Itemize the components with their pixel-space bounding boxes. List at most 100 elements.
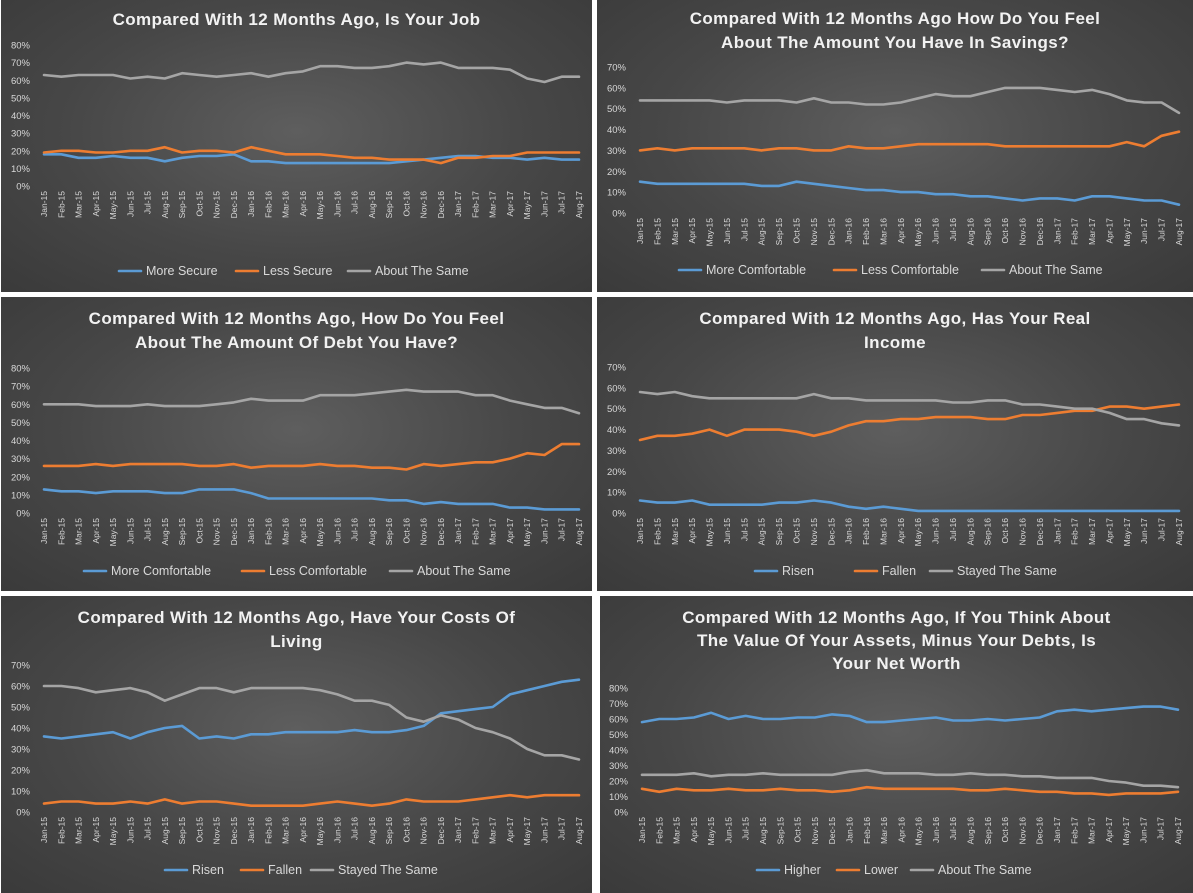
x-tick-label: Oct-16 xyxy=(1000,817,1010,843)
x-tick-label: Feb-16 xyxy=(263,191,273,218)
x-tick-label: Jul-16 xyxy=(948,817,958,840)
series-line-higher xyxy=(640,705,1180,724)
y-tick-label: 50% xyxy=(11,93,31,104)
x-tick-label: Aug-17 xyxy=(574,817,584,845)
y-tick-label: 30% xyxy=(11,745,31,756)
x-tick-label: Aug-16 xyxy=(367,518,377,546)
x-tick-label: Sep-15 xyxy=(774,518,784,546)
x-tick-label: Dec-15 xyxy=(826,218,836,246)
chart-title: Compared With 12 Months Ago, Has Your Re… xyxy=(699,309,1090,328)
y-tick-label: 60% xyxy=(11,682,31,693)
x-tick-label: Nov-15 xyxy=(810,817,820,845)
x-tick-label: Jul-16 xyxy=(350,817,360,840)
x-tick-label: Feb-16 xyxy=(862,817,872,844)
x-tick-label: Mar-17 xyxy=(488,191,498,218)
legend-label: More Comfortable xyxy=(706,263,806,277)
x-tick-label: May-16 xyxy=(315,191,325,220)
chart-title: About The Amount You Have In Savings? xyxy=(721,33,1069,52)
x-tick-label: Jul-17 xyxy=(1157,518,1167,541)
x-tick-label: Apr-16 xyxy=(896,218,906,244)
x-tick-label: Dec-15 xyxy=(229,817,239,845)
x-tick-label: Feb-17 xyxy=(1069,817,1079,844)
x-tick-label: Jan-16 xyxy=(246,518,256,544)
x-tick-label: Sep-16 xyxy=(983,817,993,845)
x-tick-label: Aug-16 xyxy=(965,218,975,246)
x-tick-label: Jun-16 xyxy=(931,817,941,843)
series-line-more-comfortable xyxy=(638,180,1181,206)
x-tick-label: Apr-17 xyxy=(505,817,515,843)
x-tick-label: Nov-15 xyxy=(809,218,819,246)
x-tick-label: Nov-15 xyxy=(212,191,222,219)
y-tick-label: 10% xyxy=(11,787,31,798)
chart-title: Compared With 12 Months Ago, Have Your C… xyxy=(78,608,516,627)
x-tick-label: Jul-15 xyxy=(739,218,749,241)
x-tick-label: Jun-16 xyxy=(931,218,941,244)
chart-svg: Compared With 12 Months Ago, How Do You … xyxy=(11,309,584,578)
y-tick-label: 70% xyxy=(11,382,31,393)
y-tick-label: 20% xyxy=(11,766,31,777)
x-tick-label: Jun-17 xyxy=(539,191,549,217)
legend-label: About The Same xyxy=(417,564,511,578)
y-tick-label: 10% xyxy=(11,164,31,175)
x-tick-label: Jan-17 xyxy=(1052,817,1062,843)
y-tick-label: 70% xyxy=(11,661,31,672)
y-tick-label: 60% xyxy=(607,383,627,394)
x-tick-label: Feb-16 xyxy=(861,518,871,545)
x-tick-label: Aug-15 xyxy=(160,191,170,219)
chart-panel-cost-of-living: Compared With 12 Months Ago, Have Your C… xyxy=(1,596,592,893)
y-tick-label: 40% xyxy=(11,111,31,122)
x-tick-label: Dec-16 xyxy=(436,817,446,845)
x-tick-label: Mar-16 xyxy=(281,817,291,844)
x-tick-label: Jan-17 xyxy=(1052,518,1062,544)
chart-title: The Value Of Your Assets, Minus Your Deb… xyxy=(697,631,1096,650)
chart-title: Compared With 12 Months Ago, How Do You … xyxy=(89,309,505,328)
x-tick-label: Nov-16 xyxy=(419,817,429,845)
x-tick-label: Dec-16 xyxy=(1035,518,1045,546)
series-line-less-comfortable xyxy=(638,130,1181,152)
y-tick-label: 30% xyxy=(11,129,31,140)
x-tick-label: Jul-15 xyxy=(739,518,749,541)
x-tick-label: Oct-16 xyxy=(1000,518,1010,544)
x-tick-label: Nov-15 xyxy=(212,817,222,845)
x-tick-label: Jan-16 xyxy=(844,218,854,244)
x-tick-label: Mar-15 xyxy=(670,518,680,545)
y-tick-label: 20% xyxy=(607,167,627,178)
x-tick-label: Feb-17 xyxy=(470,817,480,844)
x-tick-label: Jul-17 xyxy=(557,518,567,541)
series-line-stayed-the-same xyxy=(42,684,581,761)
x-tick-label: Jul-16 xyxy=(948,218,958,241)
y-tick-label: 50% xyxy=(11,703,31,714)
x-tick-label: Sep-15 xyxy=(774,218,784,246)
x-tick-label: May-15 xyxy=(706,817,716,846)
y-tick-label: 30% xyxy=(607,446,627,457)
series-line-about-the-same xyxy=(42,388,581,415)
x-tick-label: May-17 xyxy=(522,518,532,547)
x-tick-label: Dec-16 xyxy=(436,191,446,219)
x-tick-label: Apr-15 xyxy=(689,817,699,843)
y-tick-label: 50% xyxy=(607,404,627,415)
x-tick-label: Aug-16 xyxy=(367,817,377,845)
x-tick-label: Jun-16 xyxy=(332,817,342,843)
x-tick-label: Dec-15 xyxy=(827,817,837,845)
x-tick-label: Jun-17 xyxy=(1139,218,1149,244)
x-tick-label: Jun-16 xyxy=(332,518,342,544)
x-tick-label: Jan-15 xyxy=(39,518,49,544)
x-tick-label: Aug-15 xyxy=(160,518,170,546)
x-tick-label: May-17 xyxy=(1122,518,1132,547)
x-tick-label: Feb-15 xyxy=(56,817,66,844)
x-tick-label: Nov-16 xyxy=(1017,817,1027,845)
series-line-lower xyxy=(640,785,1180,797)
legend-label: Less Comfortable xyxy=(861,263,959,277)
series-line-about-the-same xyxy=(640,768,1180,789)
x-tick-label: Apr-17 xyxy=(1104,518,1114,544)
x-tick-label: Jan-15 xyxy=(39,191,49,217)
x-tick-label: Oct-16 xyxy=(401,817,411,843)
chart-panel-debt: Compared With 12 Months Ago, How Do You … xyxy=(1,297,592,591)
x-tick-label: Feb-15 xyxy=(652,518,662,545)
x-tick-label: Mar-17 xyxy=(488,817,498,844)
x-tick-label: Nov-16 xyxy=(419,518,429,546)
x-tick-label: May-17 xyxy=(522,817,532,846)
x-tick-label: Jul-17 xyxy=(557,817,567,840)
series-line-less-secure xyxy=(42,145,581,165)
